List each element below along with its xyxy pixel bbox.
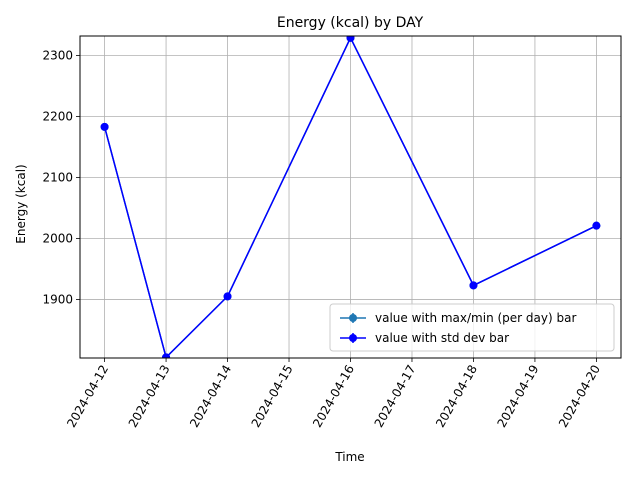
legend-marker-maxmin [349,314,357,322]
y-tick-label: 1900 [42,292,73,306]
data-point [100,122,109,131]
y-tick-label: 2300 [42,49,73,63]
legend-label-stddev: value with std dev bar [375,331,509,345]
legend: value with max/min (per day) bar value w… [329,303,615,352]
y-axis: 1900 2000 2100 2200 2300 [42,49,80,306]
y-tick-label: 2100 [42,170,73,184]
legend-item-stddev: value with std dev bar [340,331,509,345]
data-point [162,353,171,358]
data-point [223,292,232,301]
legend-item-maxmin: value with max/min (per day) bar [340,311,576,325]
legend-box [329,303,615,352]
data-point [346,36,355,42]
legend-marker-stddev [349,334,357,342]
x-axis-label: Time [334,450,364,464]
legend-label-maxmin: value with max/min (per day) bar [375,311,576,325]
y-tick-label: 2200 [42,110,73,124]
data-point [469,281,478,290]
y-axis-label: Energy (kcal) [14,164,28,243]
series-layer [100,36,601,358]
chart-title: Energy (kcal) by DAY [277,15,424,31]
data-point [592,221,601,230]
y-tick-label: 2000 [42,231,73,245]
series-line-1 [103,37,597,358]
